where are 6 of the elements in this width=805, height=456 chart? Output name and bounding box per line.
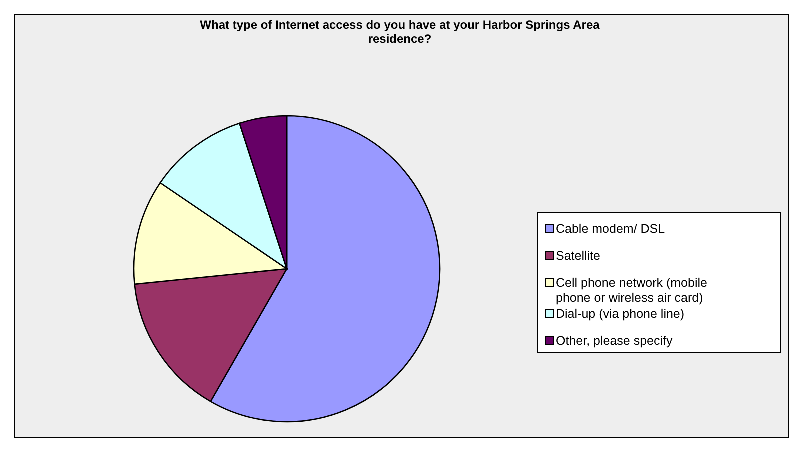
legend-label: Satellite [556,249,601,263]
legend-label: Dial-up (via phone line) [556,307,685,321]
chart-title: What type of Internet access do you have at your Harbor Springs Area residence? [200,18,600,46]
legend-label: Cable modem/ DSL [556,222,666,236]
legend-label: Cell phone network (mobile phone or wireless air card) [556,276,708,305]
legend-label: Other, please specify [556,334,674,348]
